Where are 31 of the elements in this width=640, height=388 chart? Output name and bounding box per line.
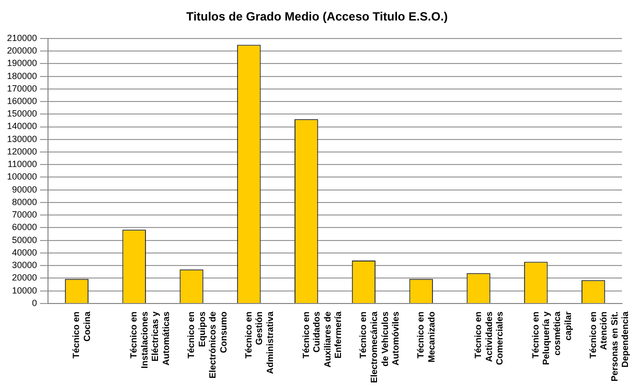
x-tick-label: Técnico en Peluquería y cosmética capilar xyxy=(530,310,573,365)
y-tick-label: 0 xyxy=(32,298,38,308)
y-tick-label: 170000 xyxy=(6,83,38,94)
y-tick-label: 120000 xyxy=(6,146,38,156)
y-tick-label: 10000 xyxy=(12,285,38,296)
chart-title: Titulos de Grado Medio (Acceso Titulo E.S.O.) xyxy=(186,10,448,24)
x-tick-label: Técnico en Cuidados Auxiliares de Enfermería xyxy=(300,310,344,368)
y-tick-label: 200000 xyxy=(6,46,38,56)
y-tick-label: 100000 xyxy=(6,172,38,182)
x-tick-label: Técnico en Gestión Administrativa xyxy=(243,310,276,374)
y-tick-label: 110000 xyxy=(8,159,38,170)
x-tick-label: Técnico en Actividades Comerciales xyxy=(472,311,505,365)
y-tick-label: 130000 xyxy=(6,134,38,144)
y-tick-label: 140000 xyxy=(6,121,38,132)
x-tick-label: Técnico en Electromecánica de Vehículos Automóviles xyxy=(358,310,401,384)
y-tick-label: 40000 xyxy=(12,247,38,258)
y-tick-label: 50000 xyxy=(12,234,38,245)
y-tick-label: 30000 xyxy=(12,260,38,270)
y-tick-label: 20000 xyxy=(12,272,38,283)
y-tick-label: 180000 xyxy=(6,70,38,81)
y-tick-label: 160000 xyxy=(6,96,38,106)
y-tick-label: 80000 xyxy=(12,196,38,207)
y-tick-label: 150000 xyxy=(6,108,38,119)
y-tick-label: 190000 xyxy=(6,58,38,68)
y-tick-label: 60000 xyxy=(12,222,38,232)
y-tick-label: 70000 xyxy=(12,210,38,220)
y-tick-label: 210000 xyxy=(6,32,38,43)
y-tick-label: 90000 xyxy=(12,184,38,194)
x-tick-label: Técnico en Instalaciones Eléctricas y Automáticas xyxy=(128,311,172,368)
x-tick-label: Técnico en Cocina xyxy=(71,310,92,358)
x-tick-label: Técnico en Equipos Electrónicos de Consumo xyxy=(186,310,228,378)
